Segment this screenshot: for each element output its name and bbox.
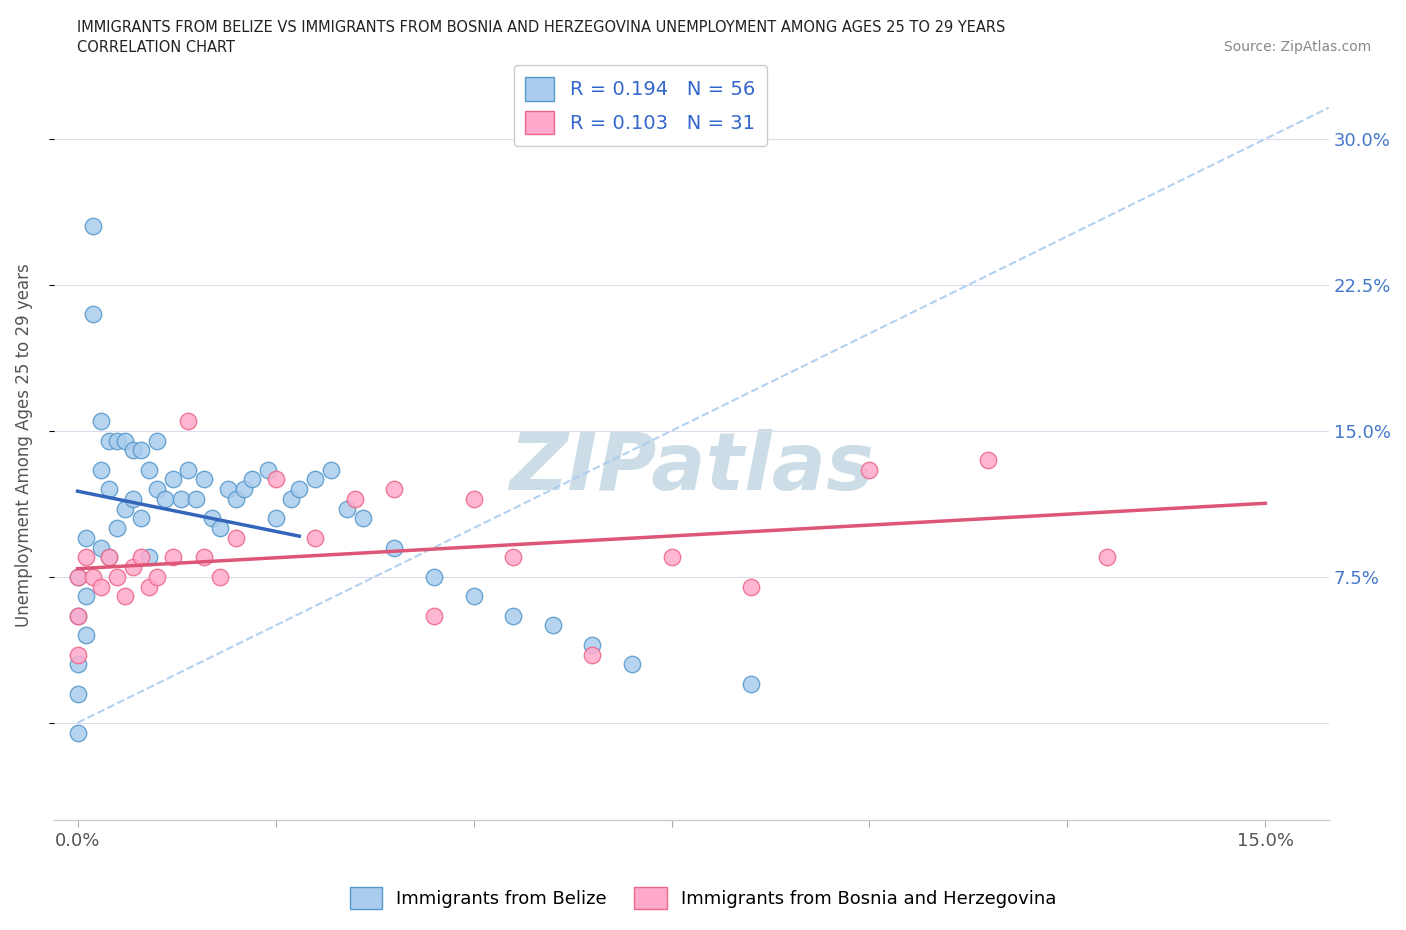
Point (138, 550, 160, 565)
Point (352, 511, 374, 525)
Point (105, 569, 128, 584)
Point (620, 657, 643, 671)
Point (502, 550, 524, 565)
Point (288, 482, 311, 497)
Point (66, 569, 89, 584)
Point (66, 686, 89, 701)
Point (232, 482, 254, 497)
Point (162, 472, 184, 487)
Point (162, 550, 184, 565)
Point (209, 521, 232, 536)
Point (225, 492, 247, 507)
Text: IMMIGRANTS FROM BELIZE VS IMMIGRANTS FROM BOSNIA AND HERZEGOVINA UNEMPLOYMENT AM: IMMIGRANTS FROM BELIZE VS IMMIGRANTS FRO… (77, 20, 1005, 35)
Point (138, 579, 160, 594)
Point (502, 608, 524, 623)
Point (90, 540, 112, 555)
Point (122, 492, 145, 507)
Point (193, 472, 215, 487)
Point (217, 482, 239, 497)
Point (186, 492, 208, 507)
Y-axis label: Unemployment Among Ages 25 to 29 years: Unemployment Among Ages 25 to 29 years (15, 263, 32, 628)
Point (977, 453, 1000, 468)
Point (138, 462, 160, 477)
Point (122, 560, 145, 575)
Point (177, 414, 200, 429)
Point (66, 725, 89, 740)
Point (114, 501, 136, 516)
Point (581, 637, 603, 652)
Point (105, 521, 128, 536)
Legend: R = 0.194   N = 56, R = 0.103   N = 31: R = 0.194 N = 56, R = 0.103 N = 31 (513, 65, 766, 146)
Point (256, 462, 278, 477)
Point (98, 433, 121, 448)
Point (98, 550, 121, 565)
Point (541, 618, 564, 633)
Point (75, 530, 97, 545)
Text: Source: ZipAtlas.com: Source: ZipAtlas.com (1223, 40, 1371, 54)
Point (105, 433, 128, 448)
Point (82, 219, 104, 234)
Point (98, 550, 121, 565)
Point (146, 482, 169, 497)
Point (343, 492, 366, 507)
Point (463, 492, 485, 507)
Point (304, 530, 326, 545)
Point (463, 589, 485, 604)
Point (114, 589, 136, 604)
Point (280, 492, 302, 507)
Point (146, 433, 169, 448)
Point (66, 569, 89, 584)
Point (90, 414, 112, 429)
Point (382, 482, 405, 497)
Point (114, 433, 136, 448)
Point (129, 550, 152, 565)
Point (382, 540, 405, 555)
Point (264, 472, 287, 487)
Point (98, 482, 121, 497)
Point (1095, 550, 1118, 565)
Point (66, 608, 89, 623)
Point (423, 569, 446, 584)
Legend: Immigrants from Belize, Immigrants from Bosnia and Herzegovina: Immigrants from Belize, Immigrants from … (342, 880, 1064, 916)
Point (336, 501, 359, 516)
Point (75, 628, 97, 643)
Point (66, 608, 89, 623)
Point (146, 569, 169, 584)
Point (193, 550, 215, 565)
Point (75, 550, 97, 565)
Point (858, 462, 880, 477)
Point (129, 443, 152, 458)
Text: ZIPatlas: ZIPatlas (509, 429, 873, 507)
Point (661, 550, 683, 565)
Point (225, 530, 247, 545)
Point (177, 462, 200, 477)
Point (201, 511, 224, 525)
Point (66, 647, 89, 662)
Point (129, 511, 152, 525)
Point (423, 608, 446, 623)
Point (240, 472, 263, 487)
Point (66, 657, 89, 671)
Point (740, 676, 762, 691)
Point (122, 443, 145, 458)
Point (75, 589, 97, 604)
Point (319, 462, 342, 477)
Point (581, 647, 603, 662)
Point (264, 511, 287, 525)
Point (82, 569, 104, 584)
Point (82, 307, 104, 322)
Point (169, 492, 191, 507)
Point (90, 579, 112, 594)
Point (153, 492, 176, 507)
Point (209, 569, 232, 584)
Point (90, 462, 112, 477)
Point (304, 472, 326, 487)
Point (740, 579, 762, 594)
Text: CORRELATION CHART: CORRELATION CHART (77, 40, 235, 55)
